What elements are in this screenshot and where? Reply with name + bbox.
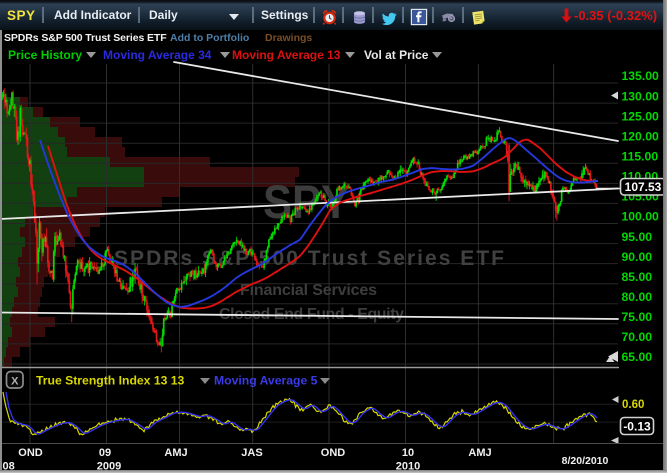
svg-text:JAS: JAS <box>241 447 262 459</box>
svg-text:Financial Services: Financial Services <box>240 282 377 299</box>
svg-text:90.00: 90.00 <box>622 250 653 264</box>
svg-text:AMJ: AMJ <box>164 447 187 459</box>
svg-text:OND: OND <box>321 447 346 459</box>
svg-text:100.00: 100.00 <box>622 210 659 224</box>
svg-text:0.60: 0.60 <box>622 399 644 411</box>
svg-text:True Strength Index 13 13: True Strength Index 13 13 <box>36 374 185 388</box>
svg-text:08: 08 <box>3 461 15 473</box>
svg-text:8/20/2010: 8/20/2010 <box>562 455 609 467</box>
svg-text:85.00: 85.00 <box>622 270 653 284</box>
svg-text:120.00: 120.00 <box>622 129 659 143</box>
svg-text:70.00: 70.00 <box>622 330 653 344</box>
svg-text:75.00: 75.00 <box>622 310 653 324</box>
svg-text:130.00: 130.00 <box>622 89 659 103</box>
svg-text:135.00: 135.00 <box>622 69 659 83</box>
svg-text:OND: OND <box>18 447 43 459</box>
svg-text:125.00: 125.00 <box>622 109 659 123</box>
svg-text:2010: 2010 <box>396 461 420 473</box>
svg-text:80.00: 80.00 <box>622 290 653 304</box>
svg-text:107.53: 107.53 <box>625 180 662 194</box>
svg-text:115.00: 115.00 <box>622 150 659 164</box>
svg-text:SPDRs S&P 500 Trust Series ETF: SPDRs S&P 500 Trust Series ETF <box>114 247 504 270</box>
svg-text:10: 10 <box>402 447 414 459</box>
svg-text:Moving Average 5: Moving Average 5 <box>214 374 318 388</box>
svg-text:2009: 2009 <box>97 461 121 473</box>
svg-text:65.00: 65.00 <box>622 350 653 364</box>
svg-text:X: X <box>11 376 19 388</box>
svg-text:Closed End Fund - Equity: Closed End Fund - Equity <box>219 306 404 323</box>
svg-text:-0.13: -0.13 <box>623 420 651 434</box>
svg-text:AMJ: AMJ <box>468 447 491 459</box>
svg-text:09: 09 <box>99 447 111 459</box>
svg-text:95.00: 95.00 <box>622 230 653 244</box>
